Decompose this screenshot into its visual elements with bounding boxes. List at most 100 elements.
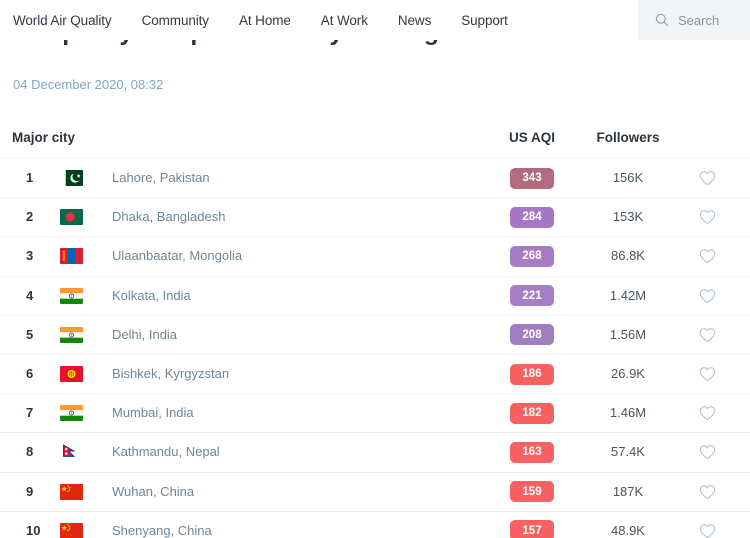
table-row[interactable]: 1 Lahore, Pakistan 343 156K [0, 158, 750, 197]
favorite-button[interactable] [676, 523, 738, 538]
city-link[interactable]: Shenyang, China [112, 522, 212, 538]
country-flag-icon [60, 366, 83, 383]
favorite-button[interactable] [676, 405, 738, 421]
heart-outline-icon[interactable] [699, 327, 716, 343]
aqi-badge[interactable]: 284 [510, 206, 554, 228]
followers-count: 1.56M [609, 326, 647, 342]
nav-at-work[interactable]: At Work [320, 12, 368, 28]
city-link[interactable]: Delhi, India [112, 326, 178, 342]
followers-count: 48.9K [611, 522, 645, 538]
favorite-button[interactable] [676, 484, 738, 500]
city-link[interactable]: Ulaanbaatar, Mongolia [112, 248, 243, 264]
table-row[interactable]: 6 Bishkek, Kyrgyzstan 186 26.9K [0, 353, 750, 393]
row-rank: 8 [26, 444, 34, 460]
city-link[interactable]: Bishkek, Kyrgyzstan [112, 366, 230, 382]
followers-count: 86.8K [611, 248, 645, 264]
heart-outline-icon[interactable] [699, 405, 716, 421]
country-flag-icon [60, 248, 83, 265]
aqi-badge[interactable]: 221 [510, 285, 554, 307]
row-rank: 7 [26, 405, 34, 421]
favorite-button[interactable] [676, 327, 738, 343]
table-row[interactable]: 10 Shenyang, China 157 48.9K [0, 510, 750, 538]
search-icon [655, 13, 669, 27]
aqi-badge[interactable]: 268 [510, 245, 554, 267]
heart-outline-icon[interactable] [699, 366, 716, 382]
row-rank: 6 [26, 366, 34, 382]
aqi-badge[interactable]: 163 [510, 441, 554, 463]
table-row[interactable]: 9 Wuhan, China 159 187K [0, 471, 750, 511]
followers-count: 1.46M [609, 405, 647, 421]
heart-outline-icon[interactable] [699, 170, 716, 186]
aqi-badge[interactable]: 186 [510, 363, 554, 385]
heart-outline-icon[interactable] [699, 523, 716, 538]
followers-count: 187K [612, 483, 644, 499]
city-link[interactable]: Wuhan, China [112, 483, 195, 499]
row-rank: 3 [26, 248, 34, 264]
favorite-button[interactable] [676, 444, 738, 460]
table-row[interactable]: 7 Mumbai, India 182 1.46M [0, 393, 750, 432]
search-placeholder: Search [678, 12, 720, 28]
city-link[interactable]: Lahore, Pakistan [112, 170, 210, 186]
followers-count: 26.9K [611, 366, 645, 382]
aqi-badge[interactable]: 343 [510, 167, 554, 189]
column-header-followers: Followers [596, 129, 660, 145]
country-flag-icon [60, 326, 83, 343]
country-flag-icon [60, 170, 83, 187]
heart-outline-icon[interactable] [699, 444, 716, 460]
aqi-badge[interactable]: 208 [510, 324, 554, 346]
country-flag-icon [60, 483, 83, 500]
table-row[interactable]: 5 Delhi, India 208 1.56M [0, 314, 750, 354]
heart-outline-icon[interactable] [699, 248, 716, 264]
followers-count: 1.42M [609, 287, 647, 303]
page-title: Air quality and pollution city ranking [13, 40, 439, 47]
heart-outline-icon[interactable] [699, 209, 716, 225]
nav-world-air-quality[interactable]: World Air Quality [13, 12, 112, 28]
row-rank: 2 [26, 209, 34, 225]
followers-count: 57.4K [611, 444, 645, 460]
aqi-badge[interactable]: 157 [510, 520, 554, 538]
nav-news[interactable]: News [397, 12, 432, 28]
followers-count: 153K [612, 209, 644, 225]
heart-outline-icon[interactable] [699, 484, 716, 500]
city-link[interactable]: Mumbai, India [112, 405, 194, 421]
favorite-button[interactable] [676, 248, 738, 264]
table-header-row: Major city US AQI Followers [0, 116, 750, 158]
search-input[interactable]: Search [638, 0, 750, 40]
nav-at-home[interactable]: At Home [238, 12, 291, 28]
page-header: Air quality and pollution city ranking [0, 40, 750, 78]
nav-support[interactable]: Support [461, 12, 508, 28]
followers-count: 156K [612, 170, 644, 186]
country-flag-icon [60, 444, 83, 460]
city-ranking-table: Major city US AQI Followers 1 Lahore, Pa… [0, 116, 750, 538]
country-flag-icon [60, 522, 83, 538]
heart-outline-icon[interactable] [699, 288, 716, 304]
favorite-button[interactable] [676, 209, 738, 225]
top-navbar: World Air Quality Community At Home At Work… [0, 0, 750, 40]
column-header-major-city: Major city [12, 129, 76, 145]
row-rank: 4 [26, 287, 34, 303]
page-timestamp: 04 December 2020, 08:32 [13, 77, 164, 92]
table-row[interactable]: 3 Ulaanbaatar, Mongolia 268 86.8K [0, 236, 750, 275]
row-rank: 1 [26, 170, 34, 186]
country-flag-icon [60, 405, 83, 422]
country-flag-icon [60, 287, 83, 304]
nav-items: World Air Quality Community At Home At Work… [13, 13, 538, 28]
favorite-button[interactable] [676, 288, 738, 304]
table-row[interactable]: 2 Dhaka, Bangladesh 284 153K [0, 197, 750, 236]
city-link[interactable]: Kolkata, India [112, 287, 191, 303]
nav-community[interactable]: Community [141, 12, 209, 28]
city-link[interactable]: Dhaka, Bangladesh [112, 209, 226, 225]
table-body: 1 Lahore, Pakistan 343 156K 2 Dhaka, Banglad… [0, 158, 750, 538]
row-rank: 9 [26, 483, 34, 499]
favorite-button[interactable] [676, 366, 738, 382]
column-header-us-aqi: US AQI [508, 129, 555, 145]
table-row[interactable]: 4 Kolkata, India 221 1.42M [0, 275, 750, 315]
aqi-badge[interactable]: 182 [510, 402, 554, 424]
row-rank: 5 [26, 326, 34, 342]
row-rank: 10 [26, 522, 41, 538]
country-flag-icon [60, 209, 83, 226]
aqi-badge[interactable]: 159 [510, 481, 554, 503]
city-link[interactable]: Kathmandu, Nepal [112, 444, 220, 460]
table-row[interactable]: 8 Kathmandu, Nepal 163 57.4K [0, 432, 750, 471]
favorite-button[interactable] [676, 170, 738, 186]
